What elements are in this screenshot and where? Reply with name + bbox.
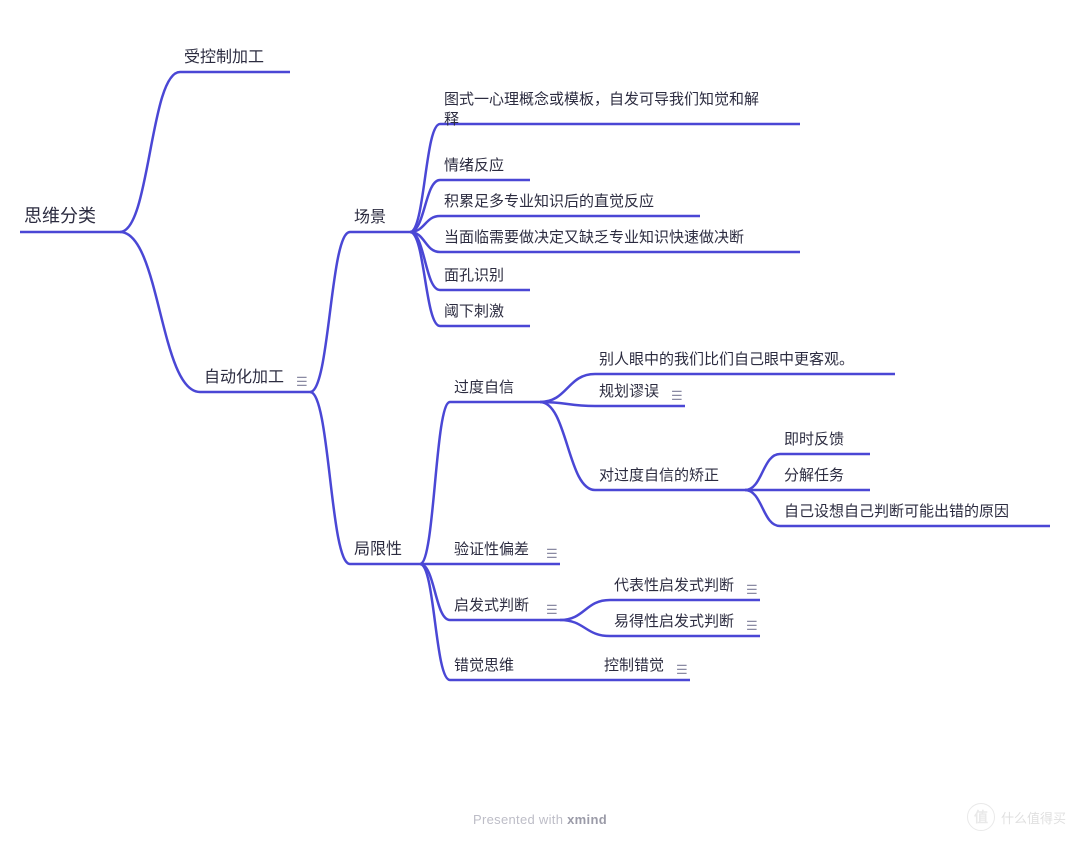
conn-auto-scene (310, 232, 350, 392)
watermark-badge: 值 (967, 803, 995, 831)
scene-leaf-3-label: 当面临需要做决定又缺乏专业知识快速做决断 (444, 229, 744, 246)
scene-leaf-0-label: 图式一心理概念或模板，自发可导我们知觉和解 (444, 90, 759, 108)
conn-correct-0 (745, 454, 780, 490)
correct-leaf-0-label: 即时反馈 (784, 431, 844, 448)
footer-prefix: Presented with (473, 812, 567, 827)
conn-heur-1 (560, 620, 610, 636)
footer: Presented with xmind (0, 812, 1080, 827)
illusion-leaf-0-note-icon: ☰ (676, 662, 688, 677)
level1-auto-label: 自动化加工 (204, 368, 284, 386)
scene-leaf-5-label: 阈下刺激 (444, 303, 504, 320)
correct-leaf-2-label: 自己设想自己判断可能出错的原因 (784, 503, 1009, 520)
conn-root-controlled (120, 72, 180, 232)
conn-limit-heur (420, 564, 450, 620)
limit-heur-note-icon: ☰ (546, 602, 558, 617)
watermark: 值 什么值得买 (967, 803, 1066, 831)
conn-limit-illusion (420, 564, 450, 680)
overconf-1-note-icon: ☰ (671, 388, 683, 403)
conn-overconf-correct (540, 402, 595, 490)
limit-heur-label: 启发式判断 (454, 597, 529, 614)
footer-brand: xmind (567, 812, 607, 827)
limit-illusion-label: 错觉思维 (454, 657, 514, 674)
overconf-1-label: 规划谬误 (599, 383, 659, 400)
heur-leaf-1-note-icon: ☰ (746, 618, 758, 633)
scene-leaf-0-label2: 释 (444, 111, 459, 128)
root-label: 思维分类 (24, 206, 96, 226)
conn-root-auto (120, 232, 200, 392)
heur-leaf-0-label: 代表性启发式判断 (614, 577, 734, 594)
limit-overconf-label: 过度自信 (454, 379, 514, 396)
conn-auto-limit (310, 392, 350, 564)
mindmap-canvas: 思维分类 受控制加工自动化加工 ☰ 场景局限性 图式一心理概念或模板，自发可导我们知觉和… (0, 0, 1080, 845)
conn-scene-5 (410, 232, 440, 326)
auto-limit-label: 局限性 (354, 540, 402, 558)
limit-confbias-note-icon: ☰ (546, 546, 558, 561)
correct-leaf-1-label: 分解任务 (784, 467, 844, 484)
overconf-0-label: 别人眼中的我们比们自己眼中更客观。 (599, 351, 854, 368)
illusion-leaf-0-label: 控制错觉 (604, 657, 664, 674)
level1-controlled-label: 受控制加工 (184, 48, 264, 66)
conn-limit-overconf (420, 402, 450, 564)
conn-heur-0 (560, 600, 610, 620)
limit-confbias-label: 验证性偏差 (454, 541, 529, 558)
auto-scene-label: 场景 (354, 208, 386, 226)
scene-leaf-4-label: 面孔识别 (444, 267, 504, 284)
scene-leaf-2-label: 积累足多专业知识后的直觉反应 (444, 192, 654, 210)
conn-overconf-0 (540, 374, 595, 402)
scene-leaf-1-label: 情绪反应 (444, 156, 504, 174)
watermark-text: 什么值得买 (1001, 808, 1066, 827)
level1-auto-note-icon: ☰ (296, 374, 308, 389)
heur-leaf-1-label: 易得性启发式判断 (614, 613, 734, 630)
heur-leaf-0-note-icon: ☰ (746, 582, 758, 597)
conn-correct-2 (745, 490, 780, 526)
overconf-correct-label: 对过度自信的矫正 (599, 467, 719, 484)
